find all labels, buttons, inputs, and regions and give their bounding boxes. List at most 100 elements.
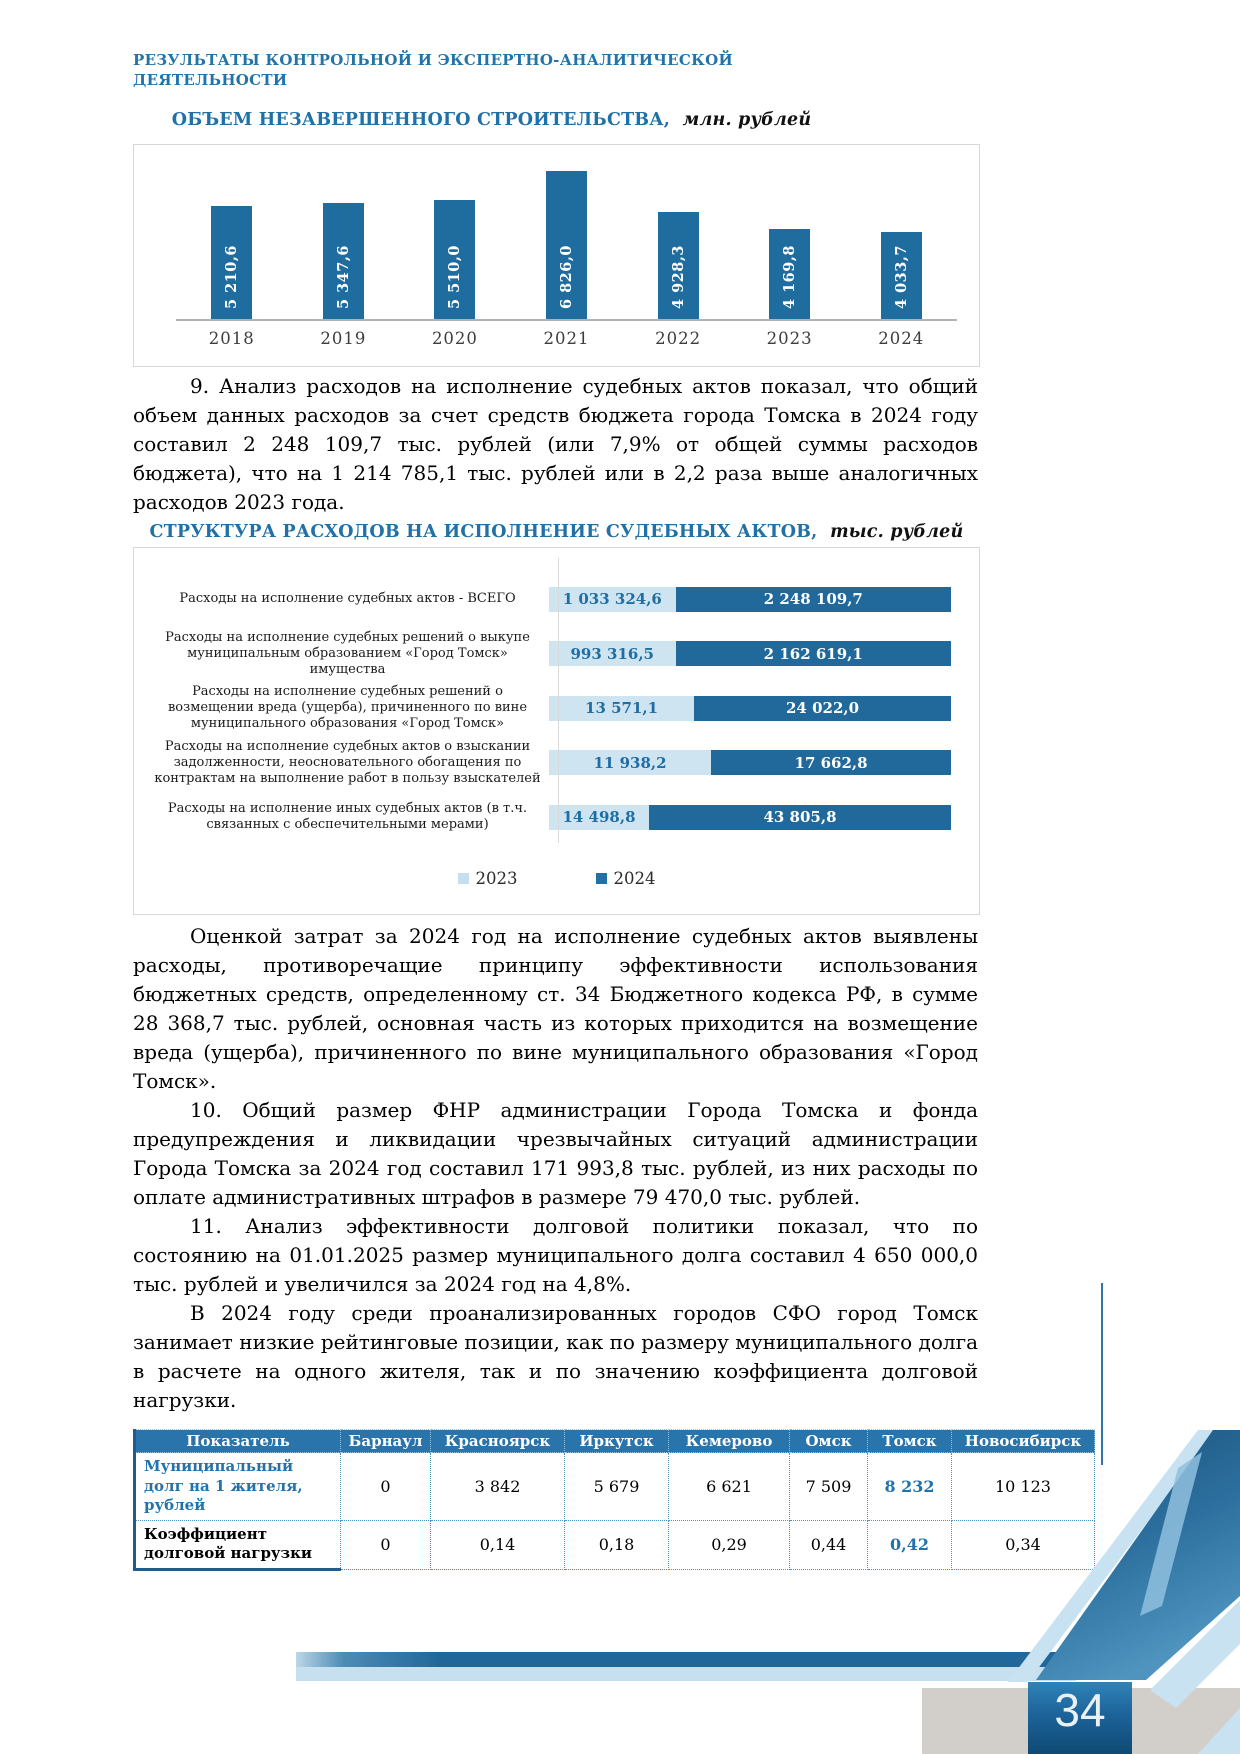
bar-column: 4 033,7 [845, 145, 957, 319]
table-header-cell: Показатель [134, 1429, 341, 1453]
table-row: Коэффициент долговой нагрузки 0 0,14 0,18 0,… [134, 1519, 1095, 1571]
construction-chart-unit: млн. рублей [682, 110, 812, 130]
value-cell: 0,14 [430, 1519, 565, 1570]
value-cell: 0 [340, 1452, 431, 1521]
value-cell: 0,44 [789, 1519, 868, 1570]
bar-value-label: 4 928,3 [669, 244, 687, 309]
axis-year-label: 2021 [543, 329, 590, 348]
table-header-cell: Барнаул [340, 1429, 431, 1453]
paragraph-9: 9. Анализ расходов на исполнение судебны… [133, 374, 978, 514]
value-cell: 0,18 [564, 1519, 669, 1570]
bar-2023: 13 571,1 [549, 695, 695, 721]
bar-value-label: 4 033,7 [892, 244, 910, 309]
bar-column: 5 210,6 [176, 145, 288, 319]
axis-year-label: 2019 [320, 329, 367, 348]
chart-row-category: Расходы на исполнение судебных решений о… [165, 629, 530, 677]
legend-item-2023: 2023 [457, 869, 518, 888]
chart-row-bars: 14 498,8 43 805,8 [549, 804, 951, 830]
bar-value-label: 6 826,0 [558, 244, 576, 309]
axis-year-label: 2022 [655, 329, 702, 348]
paragraph-11: 11. Анализ эффективности долговой полити… [133, 1214, 978, 1296]
value-cell: 7 509 [789, 1452, 868, 1521]
bar-2020: 5 510,0 [434, 200, 476, 319]
row-label-cell: Коэффициент долговой нагрузки [134, 1519, 341, 1571]
construction-chart-title: ОБЪЕМ НЕЗАВЕРШЕННОГО СТРОИТЕЛЬСТВА, млн.… [133, 110, 980, 130]
cities-comparison-table: Показатель Барнаул Красноярск Иркутск Кемеро… [133, 1429, 1095, 1571]
bar-2024: 2 248 109,7 [675, 586, 951, 612]
right-margin-line [1101, 1283, 1103, 1465]
paragraph-sfo: В 2024 году среди проанализированных гор… [133, 1301, 978, 1412]
bar-value-label: 5 347,6 [334, 244, 352, 309]
construction-chart-title-text: ОБЪЕМ НЕЗАВЕРШЕННОГО СТРОИТЕЛЬСТВА, [171, 110, 671, 130]
bar-column: 6 826,0 [511, 145, 623, 319]
page-number-box: 34 [1028, 1682, 1132, 1754]
axis-year-label: 2024 [878, 329, 925, 348]
table-header-cell: Иркутск [564, 1429, 669, 1453]
chart-row-category: Расходы на исполнение судебных решений о… [167, 684, 528, 732]
value-cell: 0 [340, 1519, 431, 1570]
court-acts-chart-unit: тыс. рублей [830, 522, 964, 542]
chart-row: Расходы на исполнение судебных решений о… [134, 681, 979, 736]
table-header-cell: Томск [867, 1429, 952, 1453]
chart-row-bars: 11 938,2 17 662,8 [549, 750, 951, 776]
bar-column: 5 347,6 [288, 145, 400, 319]
court-acts-chart-rows: Расходы на исполнение судебных актов - В… [134, 548, 979, 845]
value-cell: 8 232 [867, 1452, 952, 1521]
court-acts-chart-title: СТРУКТУРА РАСХОДОВ НА ИСПОЛНЕНИЕ СУДЕБНЫ… [133, 522, 980, 542]
construction-chart: 5 210,6 5 347,6 5 510,0 6 826,0 4 928,3 4 169… [133, 144, 980, 367]
bar-column: 4 928,3 [622, 145, 734, 319]
bar-2023: 11 938,2 [549, 750, 712, 776]
value-cell: 0,42 [867, 1519, 952, 1570]
table-header-cell: Кемерово [668, 1429, 790, 1453]
bar-2019: 5 347,6 [322, 203, 364, 319]
table-header-cell: Красноярск [430, 1429, 565, 1453]
corner-ribbon-graphic [1008, 1430, 1240, 1754]
construction-chart-years: 2018 2019 2020 2021 2022 2023 2024 [176, 321, 957, 348]
legend-swatch-2024 [595, 872, 607, 884]
value-cell: 5 679 [564, 1452, 669, 1521]
footer-stripe-light [296, 1667, 1076, 1681]
bar-column: 4 169,8 [734, 145, 846, 319]
chart-row-bars: 13 571,1 24 022,0 [549, 695, 951, 721]
chart-legend: 2023 2024 [134, 869, 979, 888]
chart-row-category: Расходы на исполнение судебных актов о в… [154, 738, 541, 786]
bar-2024: 17 662,8 [711, 750, 951, 776]
row-label-cell: Муниципальный долг на 1 жителя, рублей [134, 1452, 341, 1521]
chart-row: Расходы на исполнение иных судебных акто… [134, 790, 979, 845]
bar-2024: 24 022,0 [694, 695, 951, 721]
bar-2021: 6 826,0 [546, 171, 588, 319]
construction-chart-plot: 5 210,6 5 347,6 5 510,0 6 826,0 4 928,3 4 169… [176, 145, 957, 321]
bar-2018: 5 210,6 [211, 206, 253, 319]
footer-stripe-dark [296, 1652, 1086, 1667]
paragraph-assessment: Оценкой затрат за 2024 год на исполнение… [133, 924, 978, 1093]
bar-value-label: 5 510,0 [446, 244, 464, 309]
bar-2023: 1 033 324,6 [549, 586, 676, 612]
bar-2023: 4 169,8 [769, 229, 811, 319]
table-header-cell: Омск [789, 1429, 868, 1453]
page-number: 34 [1054, 1684, 1106, 1736]
bar-2024: 43 805,8 [648, 804, 951, 830]
axis-year-label: 2023 [766, 329, 813, 348]
page-header: РЕЗУЛЬТАТЫ КОНТРОЛЬНОЙ И ЭКСПЕРТНО-АНАЛИ… [133, 51, 733, 90]
table-header-row: Показатель Барнаул Красноярск Иркутск Кемеро… [134, 1429, 1095, 1453]
bar-column: 5 510,0 [399, 145, 511, 319]
value-cell: 3 842 [430, 1452, 565, 1521]
bar-value-label: 5 210,6 [223, 244, 241, 309]
paragraph-10: 10. Общий размер ФНР администрации Город… [133, 1098, 978, 1209]
table-body: Муниципальный долг на 1 жителя, рублей 0 3… [134, 1452, 1095, 1571]
value-cell: 6 621 [668, 1452, 790, 1521]
bar-2024: 2 162 619,1 [675, 641, 951, 667]
bar-2024: 4 033,7 [880, 232, 922, 319]
chart-row-category: Расходы на исполнение иных судебных акто… [167, 801, 528, 833]
value-cell: 10 123 [951, 1452, 1095, 1521]
legend-label-2024: 2024 [613, 868, 656, 888]
chart-row: Расходы на исполнение судебных решений о… [134, 627, 979, 682]
bar-value-label: 4 169,8 [781, 244, 799, 309]
axis-year-label: 2020 [431, 329, 478, 348]
chart-row-category: Расходы на исполнение судебных актов - В… [179, 591, 516, 607]
legend-swatch-2023 [457, 872, 469, 884]
bar-2022: 4 928,3 [657, 212, 699, 319]
bottom-text-block: Оценкой затрат за 2024 год на исполнение… [133, 922, 1095, 1571]
chart-row-bars: 993 316,5 2 162 619,1 [549, 641, 951, 667]
value-cell: 0,34 [951, 1519, 1095, 1570]
